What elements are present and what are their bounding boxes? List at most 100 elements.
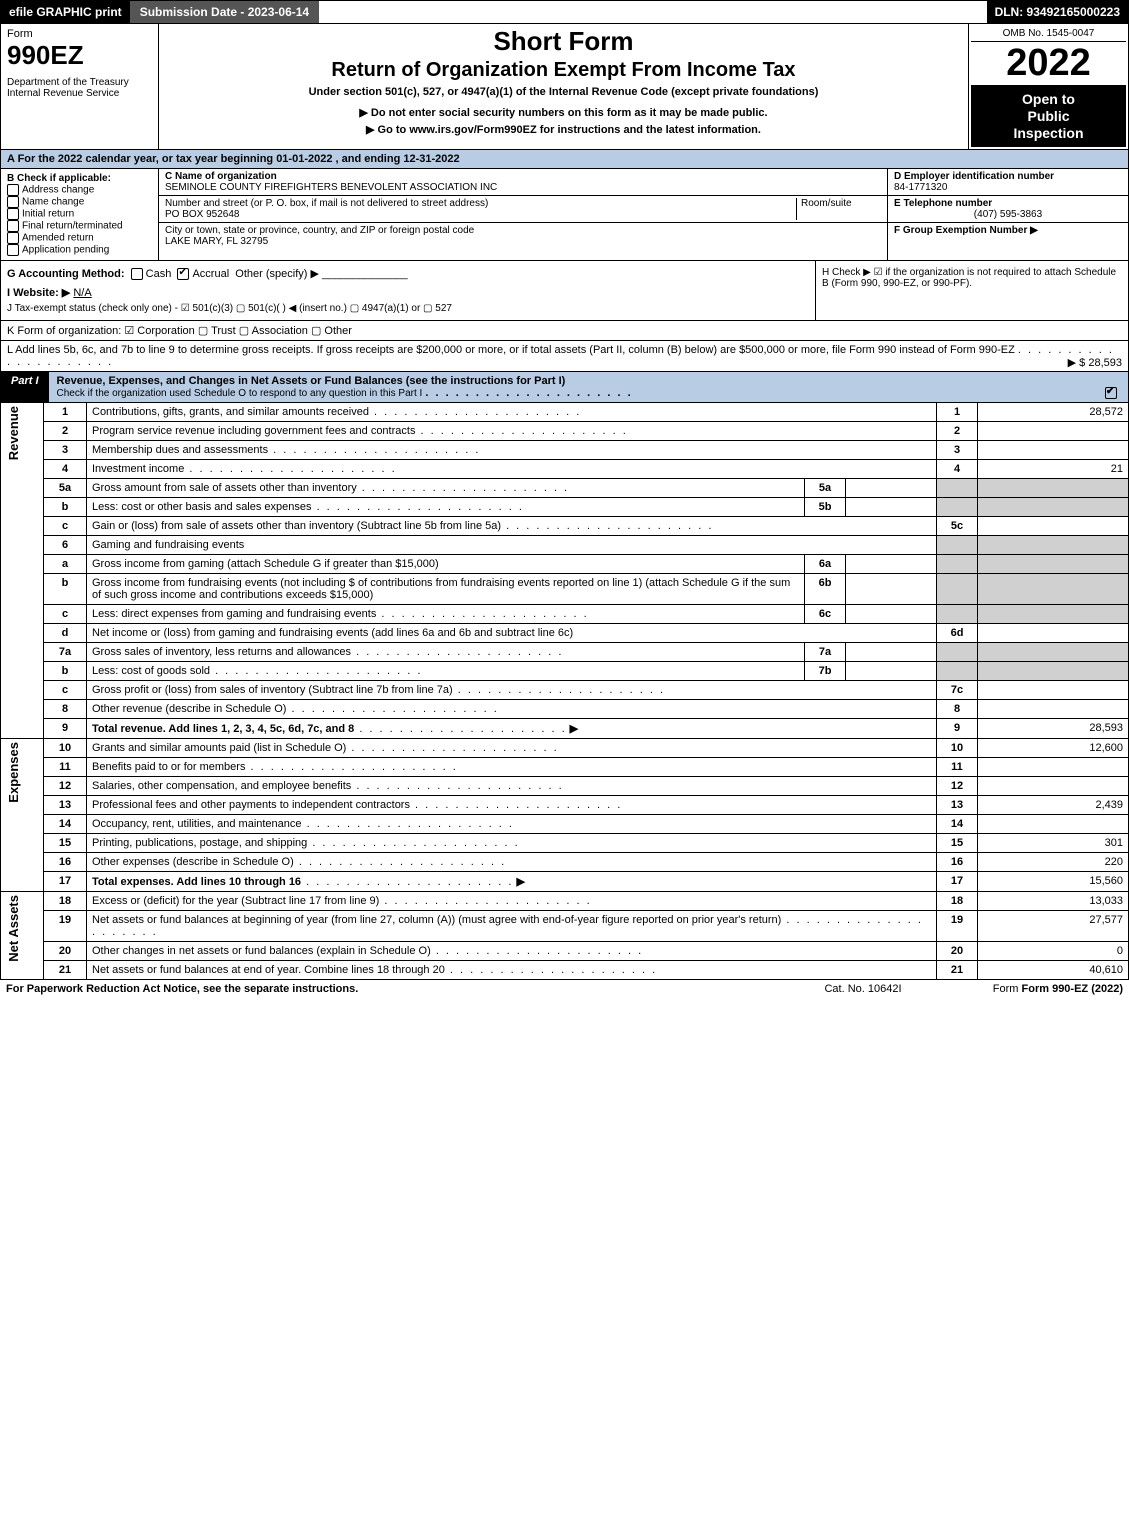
dots-icon <box>346 742 558 754</box>
form-word: Form <box>7 28 152 40</box>
dots-icon <box>302 818 514 830</box>
line-7b: b Less: cost of goods sold 7b <box>1 662 1129 681</box>
line-16: 16 Other expenses (describe in Schedule … <box>1 853 1129 872</box>
e-row: E Telephone number (407) 595-3863 <box>888 196 1128 223</box>
line-7c: c Gross profit or (loss) from sales of i… <box>1 681 1129 700</box>
dots-icon <box>415 425 627 437</box>
open-line-2: Public <box>1027 108 1069 124</box>
line-6b: b Gross income from fundraising events (… <box>1 574 1129 605</box>
section-c: C Name of organization SEMINOLE COUNTY F… <box>159 169 887 260</box>
g-other: Other (specify) ▶ <box>235 268 319 280</box>
form-number: 990EZ <box>7 40 152 71</box>
line-6d: d Net income or (loss) from gaming and f… <box>1 624 1129 643</box>
l-amount: ▶ $ 28,593 <box>1068 356 1122 369</box>
submission-date: Submission Date - 2023-06-14 <box>130 1 319 23</box>
line-8: 8 Other revenue (describe in Schedule O)… <box>1 700 1129 719</box>
b-item-5: Application pending <box>7 244 152 256</box>
checkbox-icon[interactable] <box>1105 387 1117 399</box>
bcdef-row: B Check if applicable: Address change Na… <box>0 169 1129 261</box>
checkbox-icon[interactable] <box>7 208 19 220</box>
topbar: efile GRAPHIC print Submission Date - 20… <box>0 0 1129 24</box>
dots-icon <box>294 856 506 868</box>
revenue-vlabel: Revenue <box>6 406 21 460</box>
b-label: B Check if applicable: <box>7 173 152 184</box>
checkbox-icon[interactable] <box>177 268 189 280</box>
section-b: B Check if applicable: Address change Na… <box>1 169 159 260</box>
section-g: G Accounting Method: Cash Accrual Other … <box>1 261 815 320</box>
street-label: Number and street (or P. O. box, if mail… <box>165 198 488 209</box>
dots-icon <box>268 444 480 456</box>
bullet-2: ▶ Go to www.irs.gov/Form990EZ for instru… <box>165 123 962 136</box>
checkbox-icon[interactable] <box>131 268 143 280</box>
open-line-1: Open to <box>1022 91 1075 107</box>
ein: 84-1771320 <box>894 182 947 193</box>
checkbox-icon[interactable] <box>7 232 19 244</box>
dots-icon <box>312 501 524 513</box>
line-21: 21 Net assets or fund balances at end of… <box>1 961 1129 980</box>
website: N/A <box>73 287 91 299</box>
main-title: Return of Organization Exempt From Incom… <box>165 59 962 82</box>
checkbox-icon[interactable] <box>7 184 19 196</box>
footer-mid: Cat. No. 10642I <box>763 983 963 995</box>
header-center: Short Form Return of Organization Exempt… <box>159 24 968 149</box>
line-14: 14 Occupancy, rent, utilities, and maint… <box>1 815 1129 834</box>
org-name: SEMINOLE COUNTY FIREFIGHTERS BENEVOLENT … <box>165 182 497 193</box>
dots-icon <box>210 665 422 677</box>
e-label: E Telephone number <box>894 198 992 209</box>
line-1: Revenue 1 Contributions, gifts, grants, … <box>1 403 1129 422</box>
dots-icon <box>354 723 566 735</box>
dots-icon <box>376 608 588 620</box>
dots-icon <box>379 895 591 907</box>
dots-icon <box>445 964 657 976</box>
f-row: F Group Exemption Number ▶ <box>888 223 1128 238</box>
line-11: 11 Benefits paid to or for members 11 <box>1 758 1129 777</box>
omb: OMB No. 1545-0047 <box>971 26 1126 42</box>
dots-icon <box>501 520 713 532</box>
under-text: Under section 501(c), 527, or 4947(a)(1)… <box>165 86 962 98</box>
line-2: 2 Program service revenue including gove… <box>1 422 1129 441</box>
line-10: Expenses 10 Grants and similar amounts p… <box>1 739 1129 758</box>
dots-icon <box>431 945 643 957</box>
line-7a: 7a Gross sales of inventory, less return… <box>1 643 1129 662</box>
c-name-label: C Name of organization <box>165 171 277 182</box>
part-1-title: Revenue, Expenses, and Changes in Net As… <box>49 372 1128 402</box>
b-item-1: Name change <box>7 196 152 208</box>
checkbox-icon[interactable] <box>7 220 19 232</box>
arrow-icon <box>567 723 579 735</box>
line-20: 20 Other changes in net assets or fund b… <box>1 942 1129 961</box>
line-5b: b Less: cost or other basis and sales ex… <box>1 498 1129 517</box>
city-label: City or town, state or province, country… <box>165 225 474 236</box>
expenses-vlabel: Expenses <box>6 742 21 803</box>
line-17: 17 Total expenses. Add lines 10 through … <box>1 872 1129 892</box>
line-6: 6 Gaming and fundraising events <box>1 536 1129 555</box>
dept: Department of the Treasury <box>7 77 152 88</box>
section-j: J Tax-exempt status (check only one) - ☑… <box>7 303 809 314</box>
bullet-1: ▶ Do not enter social security numbers o… <box>165 106 962 119</box>
line-19: 19 Net assets or fund balances at beginn… <box>1 911 1129 942</box>
part-1-check: Check if the organization used Schedule … <box>57 388 423 399</box>
c-city-row: City or town, state or province, country… <box>159 223 887 249</box>
c-name-row: C Name of organization SEMINOLE COUNTY F… <box>159 169 887 196</box>
f-label: F Group Exemption Number ▶ <box>894 225 1038 236</box>
section-k: K Form of organization: ☑ Corporation ▢ … <box>0 321 1129 341</box>
header-right: OMB No. 1545-0047 2022 Open to Public In… <box>968 24 1128 149</box>
efile-print[interactable]: efile GRAPHIC print <box>1 1 130 23</box>
dots-icon <box>301 876 513 888</box>
irs: Internal Revenue Service <box>7 88 152 99</box>
d-row: D Employer identification number 84-1771… <box>888 169 1128 196</box>
b-item-0: Address change <box>7 184 152 196</box>
dots-icon <box>369 406 581 418</box>
line-4: 4 Investment income 4 21 <box>1 460 1129 479</box>
dots-icon <box>307 837 519 849</box>
b-item-4: Amended return <box>7 232 152 244</box>
dots-icon <box>351 780 563 792</box>
arrow-icon <box>513 876 525 888</box>
line-13: 13 Professional fees and other payments … <box>1 796 1129 815</box>
checkbox-icon[interactable] <box>7 244 19 256</box>
page-footer: For Paperwork Reduction Act Notice, see … <box>0 980 1129 998</box>
g-label: G Accounting Method: <box>7 268 125 280</box>
checkbox-icon[interactable] <box>7 196 19 208</box>
netassets-vlabel: Net Assets <box>6 895 21 962</box>
part-1-header: Part I Revenue, Expenses, and Changes in… <box>0 372 1129 403</box>
room-suite: Room/suite <box>796 198 881 220</box>
